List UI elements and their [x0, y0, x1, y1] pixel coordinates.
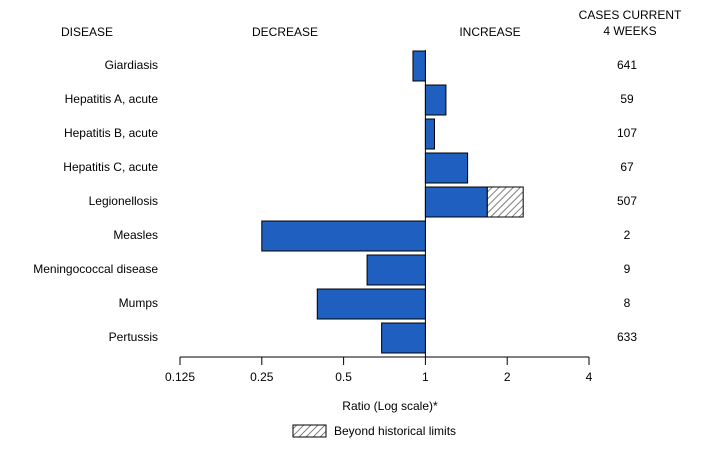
x-tick-label: 1 [422, 370, 429, 384]
legend-swatch [292, 424, 327, 438]
x-tick-label: 4 [586, 370, 593, 384]
x-tick-label: 0.5 [335, 370, 352, 384]
bar [424, 186, 488, 218]
header-decrease: DECREASE [252, 25, 318, 39]
bar [424, 84, 447, 116]
x-tick-label: 0.125 [165, 370, 195, 384]
bar [424, 118, 435, 150]
header-cases: CASES CURRENT [579, 8, 682, 22]
cases-value: 633 [617, 330, 637, 344]
category-label: Legionellosis [89, 194, 158, 208]
category-label: Giardiasis [105, 58, 158, 72]
bar-beyond-limit [486, 186, 524, 218]
cases-value: 8 [624, 296, 631, 310]
cases-value: 9 [624, 262, 631, 276]
cases-value: 2 [624, 228, 631, 242]
category-label: Mumps [119, 296, 158, 310]
category-label: Hepatitis B, acute [64, 126, 158, 140]
category-label: Measles [113, 228, 158, 242]
bar [412, 50, 426, 82]
x-tick-label: 0.25 [250, 370, 274, 384]
bar [261, 220, 426, 252]
category-label: Pertussis [109, 330, 158, 344]
bar [316, 288, 426, 320]
category-label: Hepatitis A, acute [65, 92, 159, 106]
header-increase: INCREASE [459, 25, 520, 39]
bar [424, 152, 469, 184]
x-tick-label: 2 [504, 370, 511, 384]
cases-value: 507 [617, 194, 637, 208]
x-axis-label: Ratio (Log scale)* [342, 399, 438, 413]
bar [366, 254, 426, 286]
category-label: Meningococcal disease [33, 262, 158, 276]
bar [381, 322, 426, 354]
cases-value: 107 [617, 126, 637, 140]
header-disease: DISEASE [61, 25, 113, 39]
cases-value: 641 [617, 58, 637, 72]
header-cases: 4 WEEKS [603, 24, 656, 38]
legend-label: Beyond historical limits [334, 424, 456, 438]
cases-value: 59 [620, 92, 634, 106]
category-label: Hepatitis C, acute [63, 160, 158, 174]
cases-value: 67 [620, 160, 634, 174]
